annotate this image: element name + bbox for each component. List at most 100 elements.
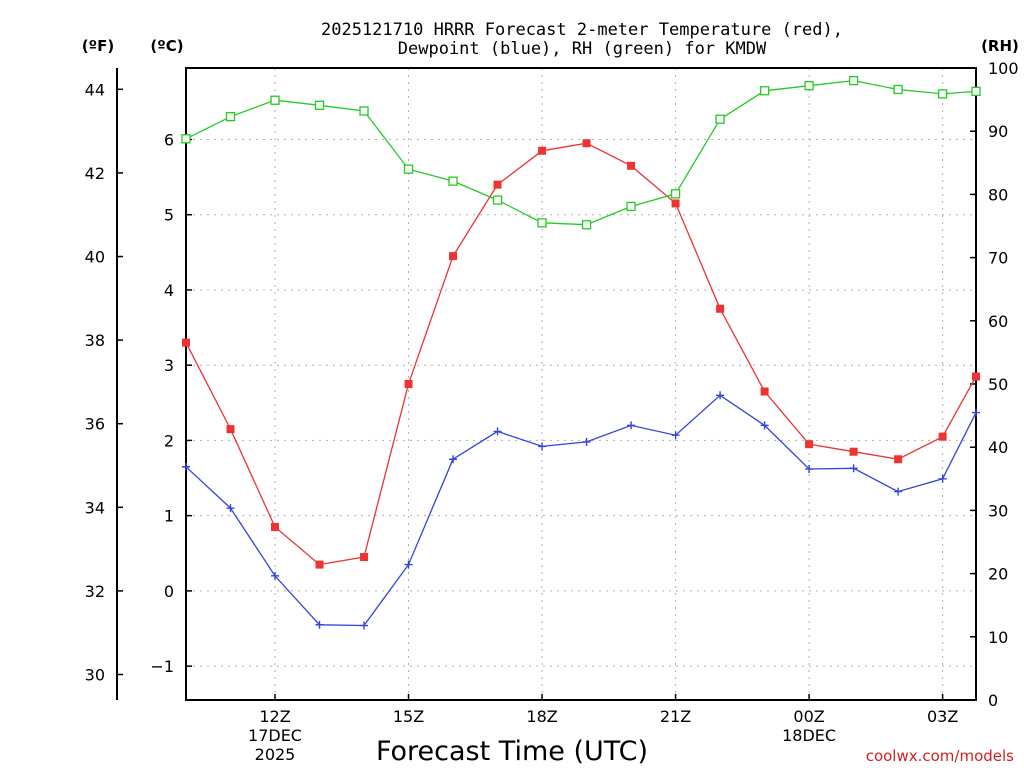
dewpoint-point bbox=[449, 455, 458, 464]
rh-tick-label: 10 bbox=[988, 628, 1008, 647]
fahrenheit-tick-label: 32 bbox=[85, 582, 105, 601]
fahrenheit-tick-label: 36 bbox=[85, 415, 105, 434]
celsius-tick-label: −1 bbox=[150, 657, 174, 676]
rh-unit-label: (RH) bbox=[981, 37, 1019, 55]
temperature-point bbox=[760, 387, 769, 396]
temperature-point bbox=[582, 139, 591, 148]
celsius-tick-label: 6 bbox=[164, 130, 174, 149]
x-tick-label: 03Z bbox=[927, 707, 958, 726]
rh-point bbox=[537, 218, 547, 228]
x-tick-label: 21Z bbox=[660, 707, 691, 726]
rh-tick-label: 80 bbox=[988, 185, 1008, 204]
temperature-point bbox=[716, 304, 725, 313]
temperature-point bbox=[226, 425, 235, 434]
rh-point bbox=[893, 84, 903, 95]
dewpoint-point bbox=[582, 437, 591, 446]
x-tick-label: 18Z bbox=[526, 707, 557, 726]
chart-title-line2: Dewpoint (blue), RH (green) for KMDW bbox=[398, 39, 767, 59]
dewpoint-point bbox=[493, 427, 502, 436]
rh-tick-label: 90 bbox=[988, 122, 1008, 141]
rh-point bbox=[848, 75, 859, 86]
rh-point bbox=[448, 176, 458, 186]
rh-point bbox=[270, 95, 280, 105]
dewpoint-point bbox=[805, 465, 814, 474]
rh-point bbox=[359, 106, 369, 116]
dewpoint-point bbox=[972, 408, 980, 417]
dewpoint-point bbox=[271, 571, 280, 580]
x-axis-label: Forecast Time (UTC) bbox=[376, 736, 648, 767]
dewpoint-point bbox=[760, 421, 769, 430]
temperature-series bbox=[182, 139, 980, 569]
dewpoint-point bbox=[404, 560, 413, 569]
fahrenheit-tick-label: 30 bbox=[85, 666, 105, 685]
temperature-point bbox=[271, 522, 280, 531]
dewpoint-point bbox=[538, 442, 547, 451]
temperature-point bbox=[894, 455, 903, 464]
dewpoint-point bbox=[849, 464, 858, 473]
fahrenheit-tick-label: 34 bbox=[85, 498, 105, 517]
dewpoint-point bbox=[315, 620, 324, 629]
temperature-point bbox=[449, 252, 458, 261]
celsius-tick-label: 4 bbox=[164, 281, 174, 300]
rh-tick-label: 20 bbox=[988, 565, 1008, 584]
temperature-point bbox=[671, 199, 680, 208]
celsius-tick-label: 1 bbox=[164, 507, 174, 526]
temperature-point bbox=[805, 440, 814, 449]
gridlines bbox=[186, 68, 976, 700]
rh-point bbox=[581, 220, 592, 230]
dewpoint-series bbox=[182, 391, 980, 630]
temperature-point bbox=[493, 180, 502, 189]
temperature-point bbox=[972, 372, 980, 381]
temperature-point bbox=[538, 146, 547, 155]
temperature-point bbox=[182, 338, 190, 347]
rh-tick-label: 70 bbox=[988, 249, 1008, 268]
celsius-axis: −1 0 1 2 3 4 5 6 bbox=[150, 130, 192, 676]
series-layer bbox=[181, 75, 981, 630]
rh-point bbox=[670, 189, 681, 199]
temperature-point bbox=[627, 161, 636, 170]
dewpoint-point bbox=[671, 431, 680, 440]
rh-tick-label: 100 bbox=[988, 59, 1019, 78]
x-tick-label: 00Z bbox=[793, 707, 824, 726]
rh-series bbox=[181, 75, 981, 230]
dewpoint-point bbox=[627, 421, 636, 430]
x-tick-label: 12Z bbox=[259, 707, 290, 726]
rh-tick-label: 50 bbox=[988, 375, 1008, 394]
dewpoint-point bbox=[716, 391, 725, 400]
temperature-point bbox=[404, 380, 413, 388]
rh-point bbox=[626, 201, 636, 212]
rh-point bbox=[181, 134, 191, 144]
temperature-point bbox=[849, 447, 858, 456]
chart-title-line1: 2025121710 HRRR Forecast 2-meter Tempera… bbox=[321, 20, 843, 40]
rh-point bbox=[314, 100, 325, 110]
celsius-tick-label: 5 bbox=[164, 206, 174, 225]
celsius-tick-label: 2 bbox=[164, 431, 174, 450]
rh-tick-label: 0 bbox=[988, 691, 998, 710]
fahrenheit-tick-label: 44 bbox=[85, 80, 105, 99]
temperature-point bbox=[360, 553, 369, 562]
rh-point bbox=[403, 164, 414, 174]
rh-point bbox=[715, 114, 725, 124]
fahrenheit-tick-label: 38 bbox=[85, 331, 105, 350]
dewpoint-point bbox=[226, 504, 235, 513]
fahrenheit-tick-label: 40 bbox=[85, 248, 105, 267]
dewpoint-point bbox=[938, 474, 947, 483]
x-tick-label: 2025 bbox=[255, 745, 296, 764]
rh-point bbox=[804, 81, 814, 91]
celsius-unit-label: (ºC) bbox=[150, 37, 183, 55]
rh-point bbox=[759, 86, 770, 96]
x-tick-label: 15Z bbox=[393, 707, 424, 726]
x-tick-label: 18DEC bbox=[782, 726, 836, 745]
rh-point bbox=[492, 195, 503, 205]
celsius-tick-label: 3 bbox=[164, 356, 174, 375]
rh-axis: 0 10 20 30 40 50 60 70 80 90 100 bbox=[970, 59, 1019, 710]
celsius-tick-label: 0 bbox=[164, 582, 174, 601]
rh-tick-label: 40 bbox=[988, 438, 1008, 457]
dewpoint-point bbox=[182, 462, 190, 471]
rh-point bbox=[971, 86, 981, 97]
rh-point bbox=[225, 112, 236, 122]
x-tick-label: 17DEC bbox=[248, 726, 302, 745]
